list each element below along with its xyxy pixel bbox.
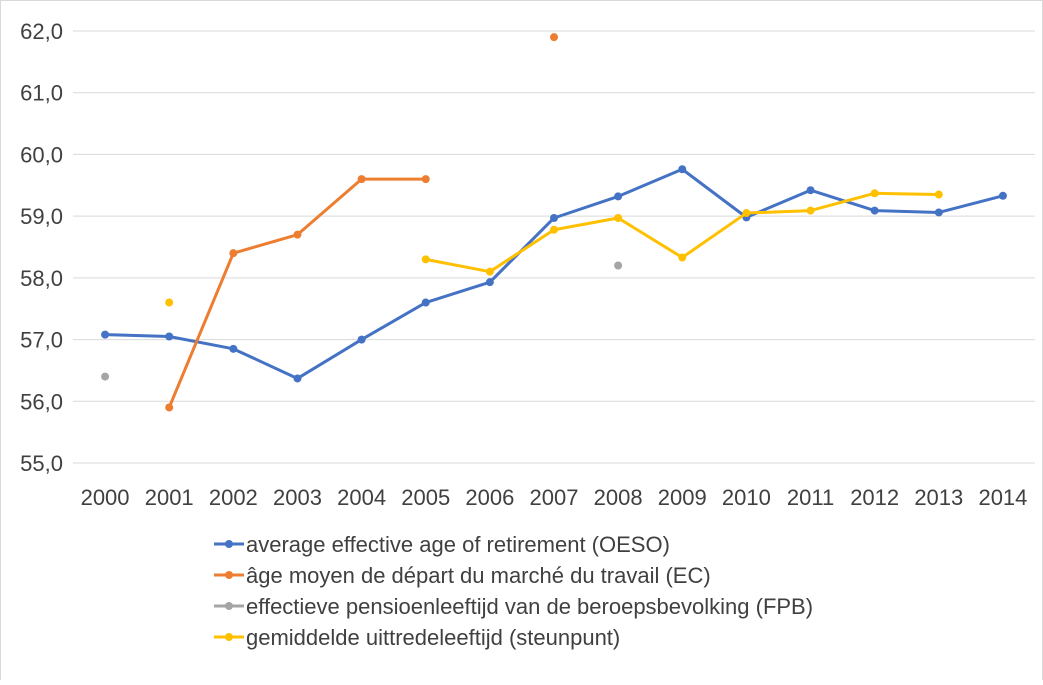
x-tick-label: 2004 (337, 485, 386, 510)
x-tick-label: 2006 (465, 485, 514, 510)
series-1 (101, 165, 1007, 383)
data-point (934, 190, 943, 199)
y-tick-label: 60,0 (20, 142, 63, 167)
data-point (165, 332, 174, 341)
y-tick-label: 58,0 (20, 266, 63, 291)
y-tick-label: 56,0 (20, 389, 63, 414)
y-tick-label: 55,0 (20, 451, 63, 476)
x-tick-label: 2010 (722, 485, 771, 510)
legend-swatch-marker (225, 540, 233, 548)
data-point (614, 261, 623, 270)
data-point (870, 189, 879, 198)
data-point (806, 186, 815, 195)
legend-swatch-marker (225, 602, 233, 610)
y-tick-label: 57,0 (20, 328, 63, 353)
legend-label: âge moyen de départ du marché du travail… (246, 563, 711, 588)
data-point (485, 267, 494, 276)
data-point (357, 335, 366, 344)
x-tick-label: 2014 (978, 485, 1027, 510)
data-point (421, 298, 430, 307)
data-point (101, 372, 110, 381)
legend-item: average effective age of retirement (OES… (214, 532, 670, 557)
data-point (229, 249, 238, 258)
data-point (550, 225, 558, 234)
series-layer (101, 33, 1007, 412)
legend-swatch-marker (225, 633, 233, 641)
y-tick-label: 59,0 (20, 204, 63, 229)
data-point (101, 330, 110, 339)
data-point (742, 209, 751, 218)
legend-label: average effective age of retirement (OES… (246, 532, 670, 557)
x-tick-label: 2005 (401, 485, 450, 510)
data-point (614, 213, 623, 222)
data-point (421, 175, 430, 184)
data-point (614, 192, 623, 201)
legend: average effective age of retirement (OES… (214, 532, 813, 650)
legend-item: âge moyen de départ du marché du travail… (214, 563, 711, 588)
data-point (998, 191, 1007, 200)
legend-label: effectieve pensioenleeftijd van de beroe… (246, 594, 813, 619)
data-point (550, 213, 558, 222)
legend-item: effectieve pensioenleeftijd van de beroe… (214, 594, 813, 619)
x-tick-label: 2002 (209, 485, 258, 510)
series-2 (165, 33, 558, 412)
y-tick-label: 62,0 (20, 19, 63, 44)
x-tick-label: 2011 (787, 485, 834, 510)
data-point (293, 230, 302, 239)
x-tick-label: 2012 (850, 485, 899, 510)
data-point (485, 278, 494, 287)
legend-item: gemiddelde uittredeleeftijd (steunpunt) (214, 625, 620, 650)
legend-swatch-marker (225, 571, 233, 579)
legend-label: gemiddelde uittredeleeftijd (steunpunt) (246, 625, 620, 650)
data-point (934, 208, 943, 217)
data-point (293, 374, 302, 383)
y-tick-label: 61,0 (20, 81, 63, 106)
x-tick-label: 2000 (81, 485, 130, 510)
x-tick-label: 2008 (594, 485, 643, 510)
data-point (421, 255, 430, 264)
data-point (678, 253, 687, 262)
x-tick-label: 2003 (273, 485, 322, 510)
x-axis-ticks: 2000 2001 2002 2003 2004 2005 2006 2007 2008 2009… (81, 485, 1028, 510)
data-point (678, 165, 687, 174)
data-point (806, 206, 815, 215)
data-point (550, 33, 558, 42)
data-point (165, 298, 174, 307)
series-3 (101, 261, 623, 381)
y-axis-ticks: 55,0 56,0 57,0 58,0 59,0 60,0 61,0 62,0 (20, 19, 63, 476)
x-tick-label: 2013 (914, 485, 963, 510)
data-point (870, 206, 879, 215)
x-tick-label: 2001 (145, 485, 194, 510)
data-point (229, 344, 238, 353)
data-point (357, 175, 366, 184)
x-tick-label: 2007 (530, 485, 579, 510)
x-tick-label: 2009 (658, 485, 707, 510)
data-point (165, 403, 174, 412)
series-4 (165, 189, 943, 307)
